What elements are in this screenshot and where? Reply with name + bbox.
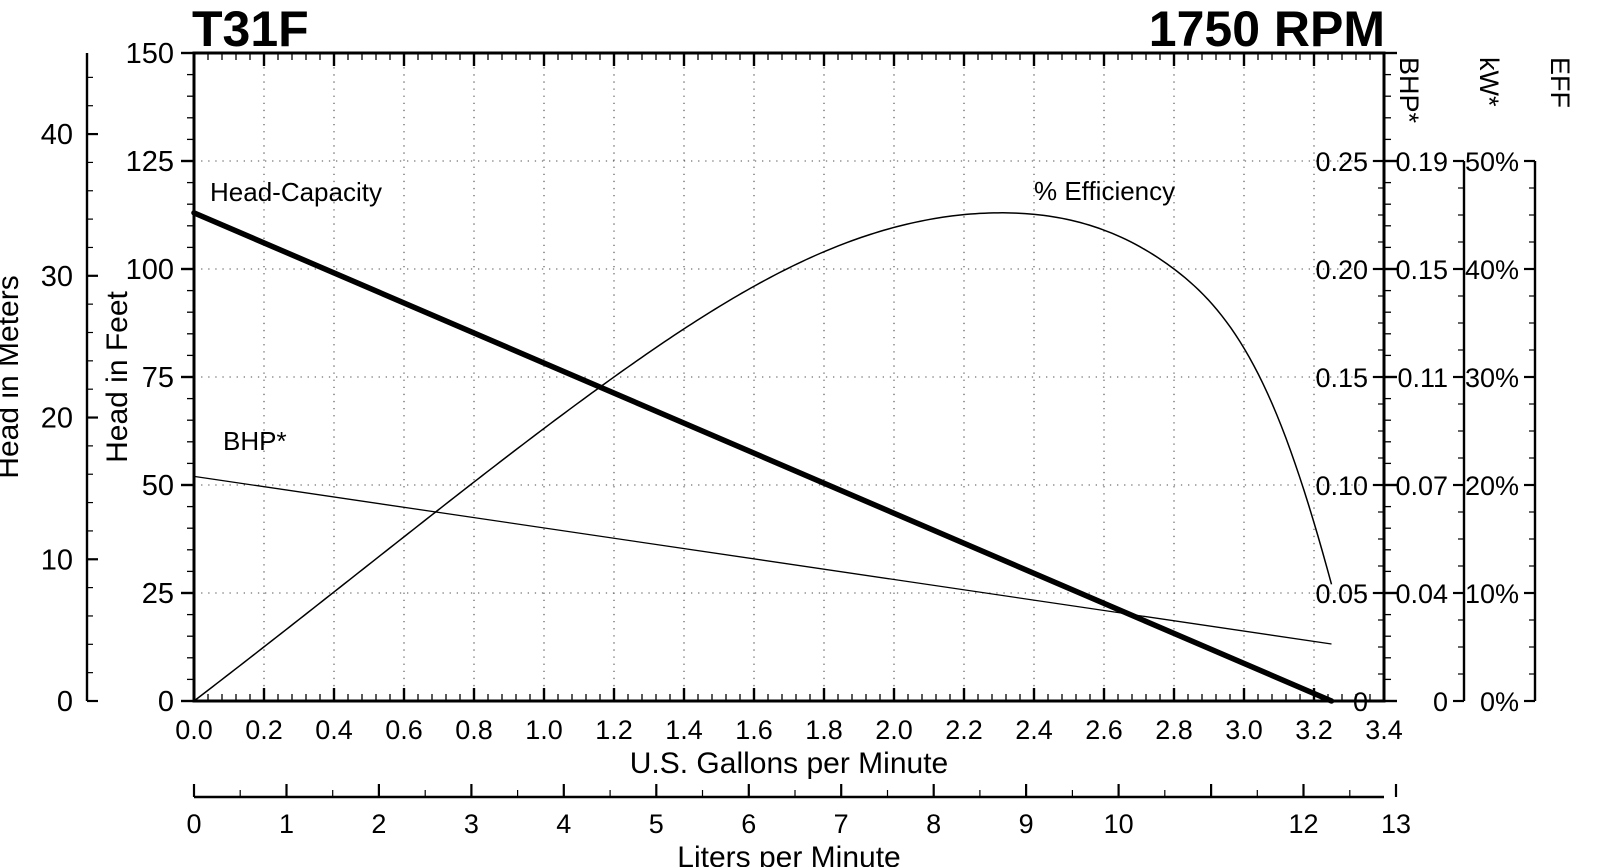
svg-text:30%: 30% — [1465, 363, 1519, 393]
svg-text:75: 75 — [142, 362, 174, 394]
svg-text:1750 RPM: 1750 RPM — [1149, 1, 1385, 57]
svg-text:2.8: 2.8 — [1155, 715, 1193, 745]
svg-text:0.15: 0.15 — [1395, 255, 1448, 285]
svg-text:0.0: 0.0 — [175, 715, 213, 745]
svg-text:3.2: 3.2 — [1295, 715, 1333, 745]
svg-text:13: 13 — [1381, 809, 1411, 839]
svg-text:0: 0 — [186, 809, 201, 839]
svg-text:0: 0 — [1353, 687, 1368, 717]
svg-text:12: 12 — [1288, 809, 1318, 839]
svg-text:5: 5 — [649, 809, 664, 839]
svg-text:2.4: 2.4 — [1015, 715, 1053, 745]
svg-text:0.15: 0.15 — [1315, 363, 1368, 393]
svg-text:2.0: 2.0 — [875, 715, 913, 745]
svg-text:150: 150 — [126, 38, 174, 70]
svg-text:1.6: 1.6 — [735, 715, 773, 745]
svg-text:6: 6 — [741, 809, 756, 839]
svg-text:125: 125 — [126, 146, 174, 178]
svg-text:2.6: 2.6 — [1085, 715, 1123, 745]
svg-text:0: 0 — [1433, 687, 1448, 717]
svg-text:4: 4 — [556, 809, 571, 839]
svg-text:0.04: 0.04 — [1395, 579, 1448, 609]
svg-text:1: 1 — [279, 809, 294, 839]
svg-text:100: 100 — [126, 254, 174, 286]
svg-text:7: 7 — [834, 809, 849, 839]
svg-text:50%: 50% — [1465, 147, 1519, 177]
svg-text:1.2: 1.2 — [595, 715, 633, 745]
svg-text:1.8: 1.8 — [805, 715, 843, 745]
svg-text:0.10: 0.10 — [1315, 471, 1368, 501]
svg-text:3.0: 3.0 — [1225, 715, 1263, 745]
svg-text:1.4: 1.4 — [665, 715, 703, 745]
svg-text:10: 10 — [1104, 809, 1134, 839]
svg-text:Liters per Minute: Liters per Minute — [677, 841, 900, 867]
svg-text:0.6: 0.6 — [385, 715, 423, 745]
svg-text:0.05: 0.05 — [1315, 579, 1368, 609]
svg-text:0: 0 — [57, 686, 73, 718]
svg-text:U.S. Gallons per Minute: U.S. Gallons per Minute — [630, 747, 948, 780]
svg-text:Head in Meters: Head in Meters — [0, 275, 25, 478]
svg-text:2.2: 2.2 — [945, 715, 983, 745]
svg-text:25: 25 — [142, 578, 174, 610]
svg-text:8: 8 — [926, 809, 941, 839]
svg-text:0.11: 0.11 — [1397, 363, 1448, 393]
svg-text:20%: 20% — [1465, 471, 1519, 501]
svg-text:20: 20 — [41, 403, 73, 435]
svg-text:0.4: 0.4 — [315, 715, 353, 745]
svg-text:Head-Capacity: Head-Capacity — [210, 177, 382, 207]
svg-text:2: 2 — [371, 809, 386, 839]
svg-text:kW*: kW* — [1474, 57, 1504, 107]
svg-text:0.19: 0.19 — [1395, 147, 1448, 177]
svg-text:0: 0 — [158, 686, 174, 718]
svg-text:40: 40 — [41, 119, 73, 151]
svg-text:0%: 0% — [1480, 687, 1519, 717]
svg-text:3.4: 3.4 — [1365, 715, 1403, 745]
svg-text:40%: 40% — [1465, 255, 1519, 285]
svg-text:% Efficiency: % Efficiency — [1034, 176, 1175, 206]
svg-text:3: 3 — [464, 809, 479, 839]
svg-text:9: 9 — [1019, 809, 1034, 839]
svg-text:0.07: 0.07 — [1395, 471, 1448, 501]
svg-text:30: 30 — [41, 261, 73, 293]
svg-text:T31F: T31F — [192, 1, 309, 57]
svg-text:0.2: 0.2 — [245, 715, 283, 745]
svg-text:Head in Feet: Head in Feet — [101, 290, 134, 462]
svg-text:50: 50 — [142, 470, 174, 502]
svg-text:BHP*: BHP* — [223, 426, 287, 456]
svg-text:10%: 10% — [1465, 579, 1519, 609]
svg-text:10: 10 — [41, 544, 73, 576]
svg-text:EFF: EFF — [1545, 57, 1575, 108]
svg-text:0.20: 0.20 — [1315, 255, 1368, 285]
svg-text:0.25: 0.25 — [1315, 147, 1368, 177]
svg-text:1.0: 1.0 — [525, 715, 563, 745]
svg-text:BHP*: BHP* — [1394, 57, 1424, 124]
svg-text:0.8: 0.8 — [455, 715, 493, 745]
